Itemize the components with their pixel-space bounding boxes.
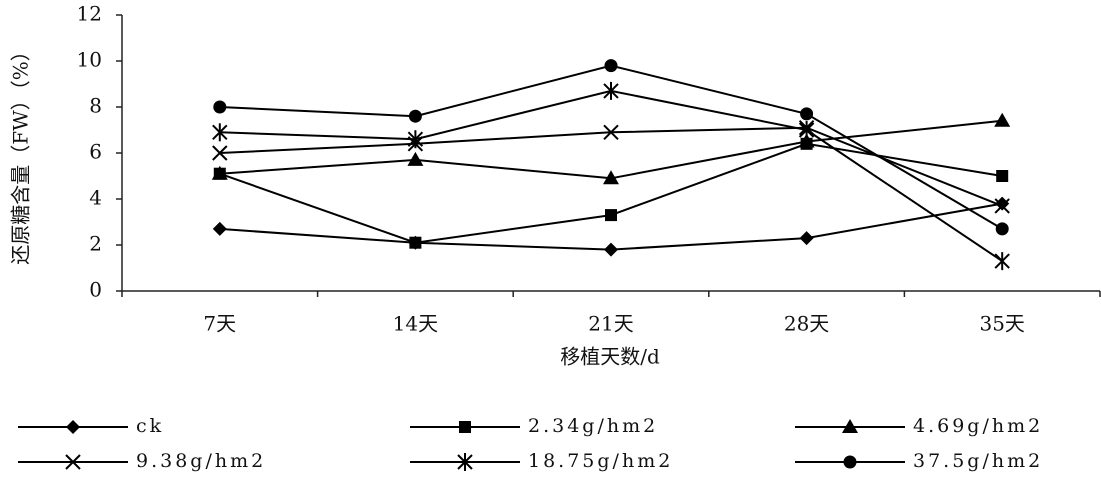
marker-shape bbox=[213, 100, 227, 114]
marker-shape bbox=[603, 170, 619, 185]
legend-marker bbox=[457, 453, 473, 471]
data-point bbox=[800, 107, 814, 121]
data-point bbox=[994, 252, 1010, 271]
marker-shape bbox=[994, 112, 1011, 127]
x-tick-label: 28天 bbox=[784, 312, 829, 336]
data-point bbox=[407, 130, 424, 149]
x-tick-label: 7天 bbox=[203, 312, 236, 336]
marker-shape bbox=[66, 420, 80, 434]
marker-shape bbox=[604, 59, 618, 73]
legend-marker bbox=[66, 420, 80, 434]
y-tick-label: 8 bbox=[89, 94, 102, 118]
legend-marker bbox=[843, 455, 857, 469]
data-point bbox=[994, 198, 1010, 214]
legend-label: 2.34g/hm2 bbox=[528, 415, 658, 437]
legend-label: 4.69g/hm2 bbox=[913, 415, 1043, 437]
data-point bbox=[212, 145, 228, 161]
data-point bbox=[604, 242, 618, 257]
data-point bbox=[798, 133, 815, 148]
marker-shape bbox=[407, 151, 424, 166]
data-point bbox=[994, 112, 1011, 127]
data-point bbox=[605, 209, 617, 222]
data-point bbox=[213, 100, 227, 114]
data-point bbox=[799, 231, 814, 246]
marker-shape bbox=[603, 124, 619, 141]
y-tick-label: 2 bbox=[89, 232, 102, 256]
legend-marker bbox=[65, 454, 81, 470]
marker-shape bbox=[605, 209, 617, 222]
marker-shape bbox=[212, 145, 228, 161]
data-point bbox=[407, 151, 424, 166]
marker-shape bbox=[996, 170, 1009, 182]
data-point bbox=[604, 59, 618, 73]
series-line bbox=[219, 119, 1003, 180]
y-tick-label: 4 bbox=[89, 186, 102, 210]
marker-shape bbox=[842, 419, 858, 433]
data-point bbox=[995, 222, 1009, 236]
marker-shape bbox=[800, 107, 814, 121]
marker-shape bbox=[799, 231, 814, 246]
marker-shape bbox=[211, 165, 228, 180]
legend-label: 18.75g/hm2 bbox=[528, 450, 673, 472]
marker-shape bbox=[459, 421, 471, 433]
legend-marker bbox=[459, 421, 471, 433]
data-point bbox=[995, 196, 1010, 211]
marker-shape bbox=[994, 198, 1010, 214]
marker-shape bbox=[212, 221, 227, 236]
data-point bbox=[603, 170, 619, 185]
data-point bbox=[212, 123, 228, 142]
x-tick-label: 14天 bbox=[393, 312, 438, 336]
data-point bbox=[211, 165, 228, 180]
data-point bbox=[996, 170, 1009, 182]
marker-shape bbox=[408, 109, 422, 123]
x-tick-label: 21天 bbox=[588, 312, 633, 336]
legend-label: 37.5g/hm2 bbox=[913, 450, 1043, 472]
series-line bbox=[219, 126, 1003, 207]
y-tick-label: 0 bbox=[89, 278, 102, 302]
marker-shape bbox=[798, 133, 815, 148]
y-tick-label: 6 bbox=[89, 140, 102, 164]
marker-shape bbox=[995, 222, 1009, 236]
data-point bbox=[409, 236, 422, 249]
data-point bbox=[603, 124, 619, 141]
y-tick-label: 12 bbox=[77, 2, 102, 26]
x-tick-label: 35天 bbox=[979, 312, 1024, 336]
legend-marker bbox=[842, 419, 858, 433]
x-axis-label: 移植天数/d bbox=[560, 345, 660, 369]
marker-shape bbox=[843, 455, 857, 469]
data-point bbox=[798, 121, 815, 139]
marker-shape bbox=[409, 236, 422, 249]
legend-label: ck bbox=[136, 415, 164, 437]
marker-shape bbox=[65, 454, 81, 470]
data-point bbox=[212, 221, 227, 236]
data-point bbox=[603, 81, 619, 100]
data-point bbox=[408, 109, 422, 123]
marker-shape bbox=[604, 242, 618, 257]
marker-shape bbox=[995, 196, 1010, 211]
legend-label: 9.38g/hm2 bbox=[136, 450, 266, 472]
y-axis-label: 还原糖含量（FW）（%） bbox=[9, 41, 33, 264]
y-tick-label: 10 bbox=[77, 48, 102, 72]
